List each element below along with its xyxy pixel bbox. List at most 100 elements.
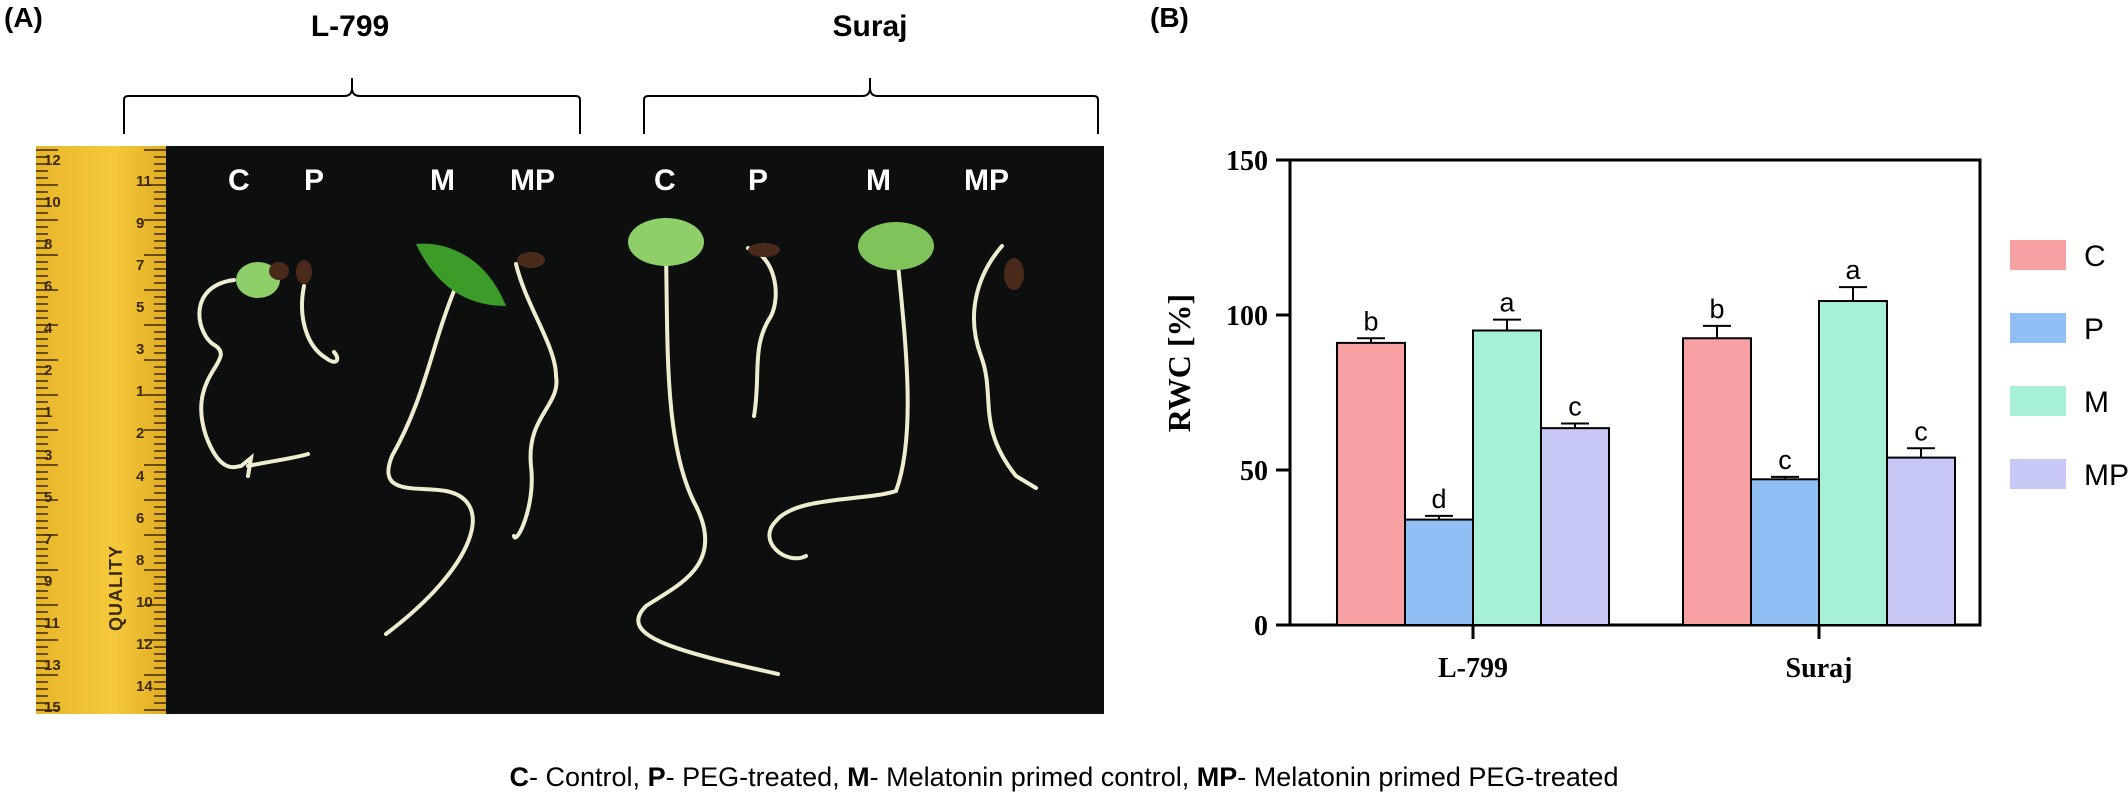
caption-abbrev: M [847,762,870,792]
ruler-number: 1 [136,383,145,401]
seedlings-drawing [197,218,1038,676]
ruler-number: 13 [44,656,61,674]
legend-label-MP: MP [2084,459,2128,492]
ruler-number: 8 [136,551,145,569]
ruler-number: 8 [44,236,53,254]
bar-C-L-799 [1336,341,1406,626]
ruler-number: 3 [136,341,145,359]
bar-MP-L-799 [1540,427,1610,626]
ruler-number: 14 [136,677,153,695]
y-tick-label: 100 [1226,301,1268,332]
group-label-l799: L-799 [310,10,390,43]
significance-letter: c [1914,416,1928,446]
seedling-suraj-c [636,252,780,676]
seedling-label-l799-mp: MP [510,164,555,197]
seedling-l799-p [300,284,340,364]
group-label-suraj: Suraj [832,10,908,43]
bar-P-L-799 [1404,518,1474,627]
seedling-photo: 12 11 10 9 8 7 6 5 4 3 2 1 1 2 3 4 5 6 7 8 9 10 11 12 13 14 15 QUA… [36,146,1104,714]
caption-abbrev: C [509,762,530,792]
rwc-bar-chart: 0 50 100 150 L-799 b d a c Suraj b c a c C P M MP RWC [%] [1161,146,2128,684]
seedling-suraj-mp [972,244,1038,490]
ruler-number: 4 [136,467,145,485]
legend-label-C: C [2084,240,2106,273]
brace-l799 [123,78,581,134]
significance-letter: b [1709,294,1724,324]
ruler-number: 7 [44,530,53,548]
plot-frame [1288,158,1982,627]
seedling-l799-m [384,284,475,636]
bar-P-Suraj [1750,478,1820,626]
legend-label-P: P [2084,313,2104,346]
caption-text: - PEG-treated, [665,762,848,792]
seedling-l799-mp [512,262,559,540]
leaf-suraj-m [858,222,934,270]
ruler-number: 6 [44,278,53,296]
x-tick-label: L-799 [1438,653,1508,684]
figure-caption: C- Control, P- PEG-treated, M- Melatonin… [0,762,2128,793]
y-tick-label: 50 [1240,456,1268,487]
significance-letter: c [1778,445,1792,475]
seed-l799-p [296,260,312,284]
seedling-suraj-p [746,246,778,418]
significance-letter: a [1845,255,1861,285]
ruler-number: 1 [44,404,53,422]
ruler-number: 11 [136,173,152,191]
seed-suraj-p [748,243,780,257]
ruler-number: 5 [136,299,145,317]
y-axis-label: RWC [%] [1161,294,1197,432]
ruler-number: 5 [44,488,53,506]
x-tick-label: Suraj [1786,653,1853,684]
ruler-ticks [36,149,166,711]
y-tick-label: 150 [1226,146,1268,177]
caption-text: - Melatonin primed control, [869,762,1197,792]
caption-abbrev: MP [1196,762,1238,792]
significance-letter: a [1499,288,1515,318]
caption-text: - Melatonin primed PEG-treated [1237,762,1619,792]
seedling-label-suraj-mp: MP [964,164,1009,197]
significance-letter: d [1431,484,1446,514]
bar-C-Suraj [1682,337,1752,626]
seedling-suraj-m [767,262,910,561]
ruler-number: 7 [136,257,145,275]
leaf-suraj-c [628,218,704,266]
bar-MP-Suraj [1886,456,1956,626]
ruler-number: 15 [44,698,61,714]
ruler: 12 11 10 9 8 7 6 5 4 3 2 1 1 2 3 4 5 6 7 8 9 10 11 12 13 14 15 QUA… [36,146,166,714]
ruler-number: 2 [44,362,53,380]
ruler-number: 6 [136,509,145,527]
ruler-number: 3 [44,446,53,464]
seedling-label-l799-c: C [228,164,250,197]
legend-swatch-M [2010,386,2066,416]
seedling-label-l799-m: M [430,164,455,197]
seed-l799-c [269,262,289,280]
legend-swatch-MP [2010,459,2066,489]
ruler-number: 10 [44,194,61,212]
caption-abbrev: P [647,762,666,792]
seedling-label-l799-p: P [304,164,325,197]
bar-M-Suraj [1818,300,1888,627]
seedling-label-suraj-m: M [866,164,891,197]
panel-a-label: (A) [4,2,43,33]
seedling-label-suraj-c: C [654,164,676,197]
leaf-l799-m [416,243,506,306]
ruler-number: 12 [44,152,61,169]
legend-swatch-P [2010,313,2066,343]
seedling-l799-c [197,278,310,478]
caption-text: - Control, [529,762,648,792]
ruler-number: 2 [136,425,145,443]
y-tick-label: 0 [1254,611,1268,642]
ruler-number: 10 [136,593,153,611]
ruler-number: 9 [136,215,145,233]
seed-l799-mp [517,252,545,268]
significance-letter: b [1363,306,1378,336]
significance-letter: c [1568,392,1582,422]
ruler-number: 11 [44,614,60,632]
group-braces [123,78,1099,134]
ruler-number: 4 [44,320,53,338]
seedling-label-suraj-p: P [748,164,769,197]
legend-swatch-C [2010,240,2066,270]
seed-suraj-mp [1004,258,1024,290]
panel-b-label: (B) [1150,2,1189,33]
ruler-number: 12 [136,635,153,653]
